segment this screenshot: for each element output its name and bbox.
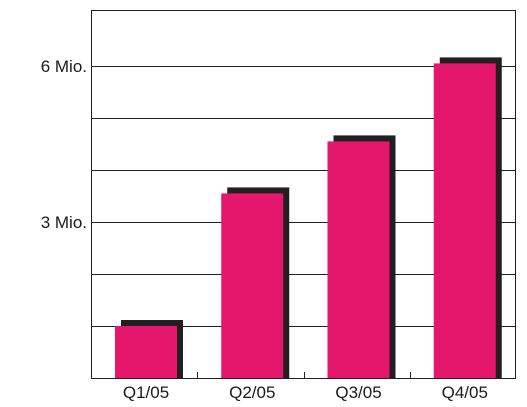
y-tick-label: 3 Mio. — [41, 213, 87, 232]
bar-q1-05 — [115, 326, 177, 378]
x-tick-label: Q4/05 — [442, 383, 488, 402]
bars — [115, 57, 502, 379]
bar-q3-05 — [327, 141, 390, 378]
x-tick-label: Q2/05 — [229, 383, 275, 402]
axes — [91, 10, 516, 379]
bar-q2-05 — [221, 193, 284, 378]
x-tick-label: Q3/05 — [335, 383, 381, 402]
tick-labels: 3 Mio. 6 Mio. Q1/05 Q2/05 Q3/05 Q4/05 — [41, 57, 488, 402]
x-tick-label: Q1/05 — [123, 383, 169, 402]
bar-q4-05 — [433, 63, 496, 379]
y-tick-label: 6 Mio. — [41, 57, 87, 76]
